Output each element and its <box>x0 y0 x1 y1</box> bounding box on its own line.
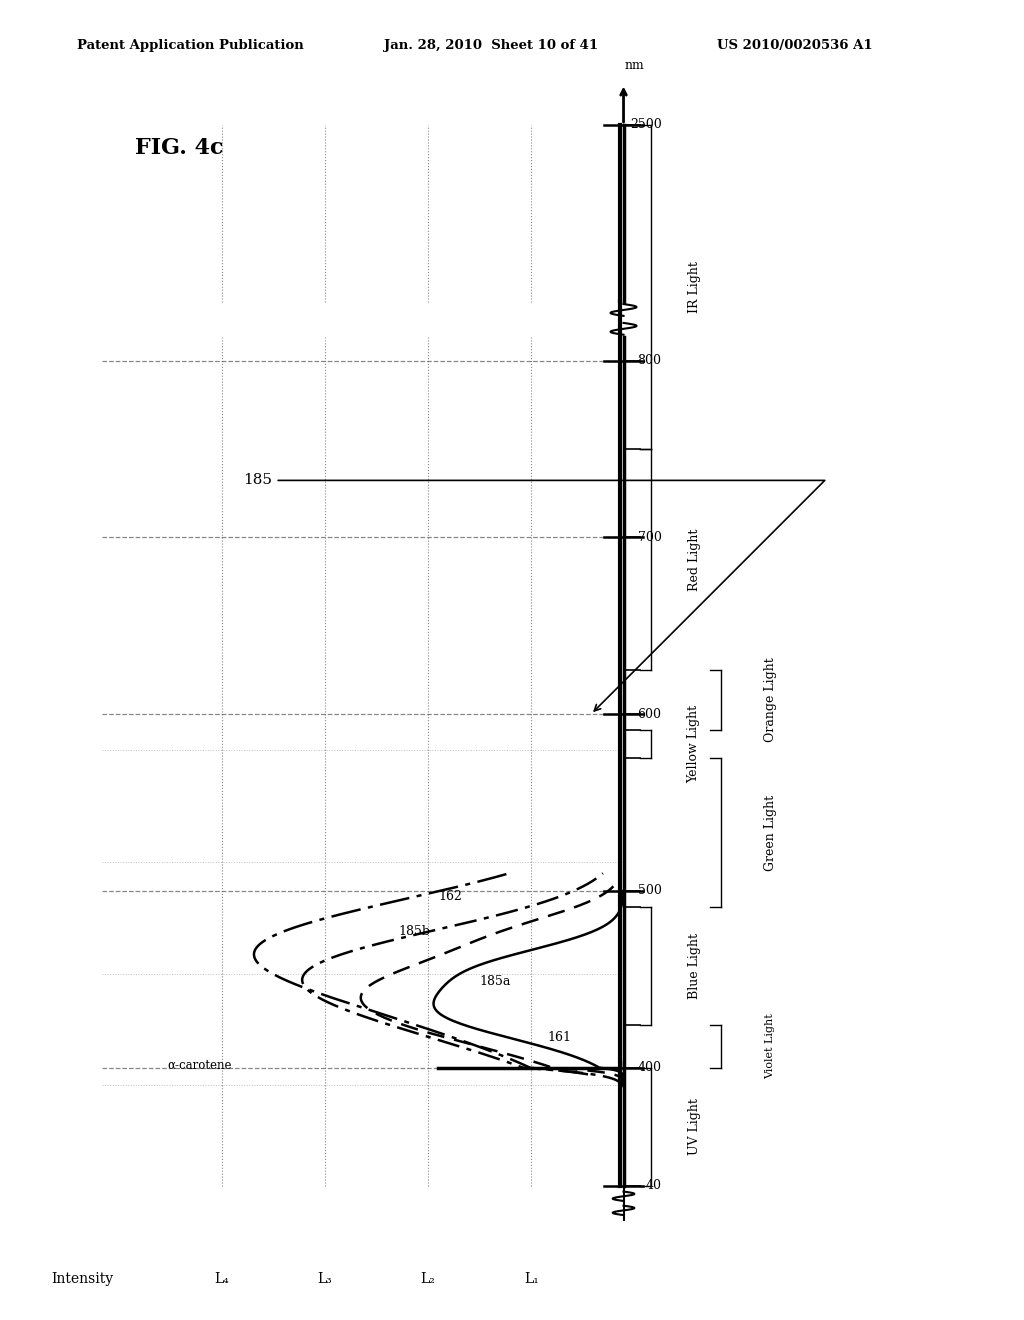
Text: IR Light: IR Light <box>687 261 700 313</box>
Text: L₃: L₃ <box>317 1271 333 1286</box>
Text: 40: 40 <box>645 1179 662 1192</box>
Text: 185a: 185a <box>479 975 510 989</box>
Text: Yellow Light: Yellow Light <box>687 705 700 783</box>
Text: Violet Light: Violet Light <box>765 1014 775 1080</box>
Text: 400: 400 <box>638 1061 662 1074</box>
Text: Red Light: Red Light <box>687 528 700 591</box>
Text: 800: 800 <box>638 354 662 367</box>
Text: Jan. 28, 2010  Sheet 10 of 41: Jan. 28, 2010 Sheet 10 of 41 <box>384 38 598 51</box>
Text: FIG. 4c: FIG. 4c <box>135 137 223 160</box>
Text: Blue Light: Blue Light <box>687 933 700 999</box>
Text: L₂: L₂ <box>421 1271 435 1286</box>
Text: Orange Light: Orange Light <box>764 657 776 742</box>
Text: 161: 161 <box>548 1031 571 1044</box>
Text: UV Light: UV Light <box>687 1098 700 1155</box>
Text: Intensity: Intensity <box>51 1271 114 1286</box>
Text: 600: 600 <box>638 708 662 721</box>
Text: 700: 700 <box>638 531 662 544</box>
Text: L₄: L₄ <box>214 1271 229 1286</box>
Text: L₁: L₁ <box>524 1271 539 1286</box>
Text: 185: 185 <box>244 474 824 711</box>
Text: 500: 500 <box>638 884 662 898</box>
Text: 162: 162 <box>438 890 463 903</box>
Text: Patent Application Publication: Patent Application Publication <box>77 38 303 51</box>
Text: US 2010/0020536 A1: US 2010/0020536 A1 <box>717 38 872 51</box>
Text: 185b: 185b <box>398 924 430 937</box>
Text: nm: nm <box>625 59 644 71</box>
Text: 2500: 2500 <box>630 119 662 132</box>
Text: α-carotene: α-carotene <box>168 1059 232 1072</box>
Text: Green Light: Green Light <box>764 795 776 871</box>
